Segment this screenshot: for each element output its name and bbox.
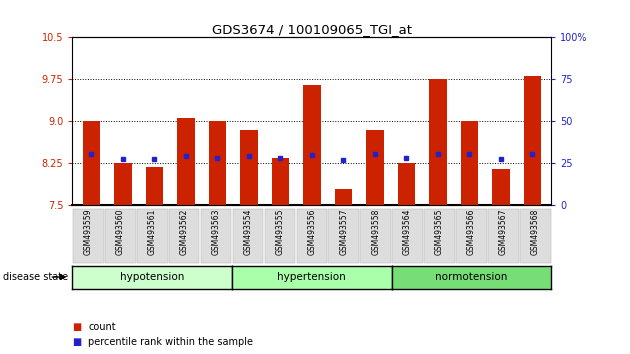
Text: GSM493565: GSM493565 — [435, 209, 444, 255]
Text: GSM493568: GSM493568 — [531, 209, 540, 255]
Bar — [303, 85, 321, 205]
Text: normotension: normotension — [435, 272, 508, 282]
Text: ■: ■ — [72, 322, 82, 332]
Text: GSM493554: GSM493554 — [244, 209, 253, 255]
FancyBboxPatch shape — [232, 209, 263, 263]
Bar — [240, 130, 258, 205]
Text: GSM493561: GSM493561 — [148, 209, 157, 255]
FancyBboxPatch shape — [360, 209, 391, 263]
Bar — [335, 188, 352, 205]
Bar — [398, 163, 415, 205]
FancyBboxPatch shape — [328, 209, 359, 263]
Bar — [146, 167, 163, 205]
Text: ■: ■ — [72, 337, 82, 347]
Text: percentile rank within the sample: percentile rank within the sample — [88, 337, 253, 347]
FancyBboxPatch shape — [137, 209, 168, 263]
FancyBboxPatch shape — [488, 209, 518, 263]
Text: GSM493567: GSM493567 — [499, 209, 508, 255]
Bar — [492, 169, 510, 205]
FancyBboxPatch shape — [520, 209, 551, 263]
Text: GSM493557: GSM493557 — [340, 209, 348, 255]
FancyBboxPatch shape — [201, 209, 231, 263]
Bar — [177, 119, 195, 205]
FancyBboxPatch shape — [265, 209, 295, 263]
FancyBboxPatch shape — [424, 209, 455, 263]
Text: disease state: disease state — [3, 272, 68, 282]
Text: GSM493566: GSM493566 — [467, 209, 476, 255]
Bar — [83, 121, 100, 205]
FancyBboxPatch shape — [73, 209, 104, 263]
Text: GSM493556: GSM493556 — [307, 209, 316, 255]
Text: GSM493562: GSM493562 — [180, 209, 188, 255]
FancyBboxPatch shape — [456, 209, 487, 263]
Text: GSM493564: GSM493564 — [403, 209, 412, 255]
Bar — [272, 158, 289, 205]
Text: count: count — [88, 322, 116, 332]
Text: GSM493560: GSM493560 — [116, 209, 125, 255]
Bar — [114, 163, 132, 205]
Title: GDS3674 / 100109065_TGI_at: GDS3674 / 100109065_TGI_at — [212, 23, 412, 36]
Bar — [524, 76, 541, 205]
Bar — [209, 121, 226, 205]
Text: GSM493559: GSM493559 — [84, 209, 93, 255]
FancyBboxPatch shape — [169, 209, 200, 263]
FancyBboxPatch shape — [297, 209, 327, 263]
Text: hypertension: hypertension — [277, 272, 346, 282]
Bar — [461, 121, 478, 205]
Bar — [429, 79, 447, 205]
Text: GSM493563: GSM493563 — [212, 209, 220, 255]
Text: GSM493558: GSM493558 — [371, 209, 380, 255]
FancyBboxPatch shape — [105, 209, 135, 263]
FancyBboxPatch shape — [392, 209, 423, 263]
Bar — [366, 130, 384, 205]
Text: GSM493555: GSM493555 — [275, 209, 284, 255]
Text: hypotension: hypotension — [120, 272, 185, 282]
